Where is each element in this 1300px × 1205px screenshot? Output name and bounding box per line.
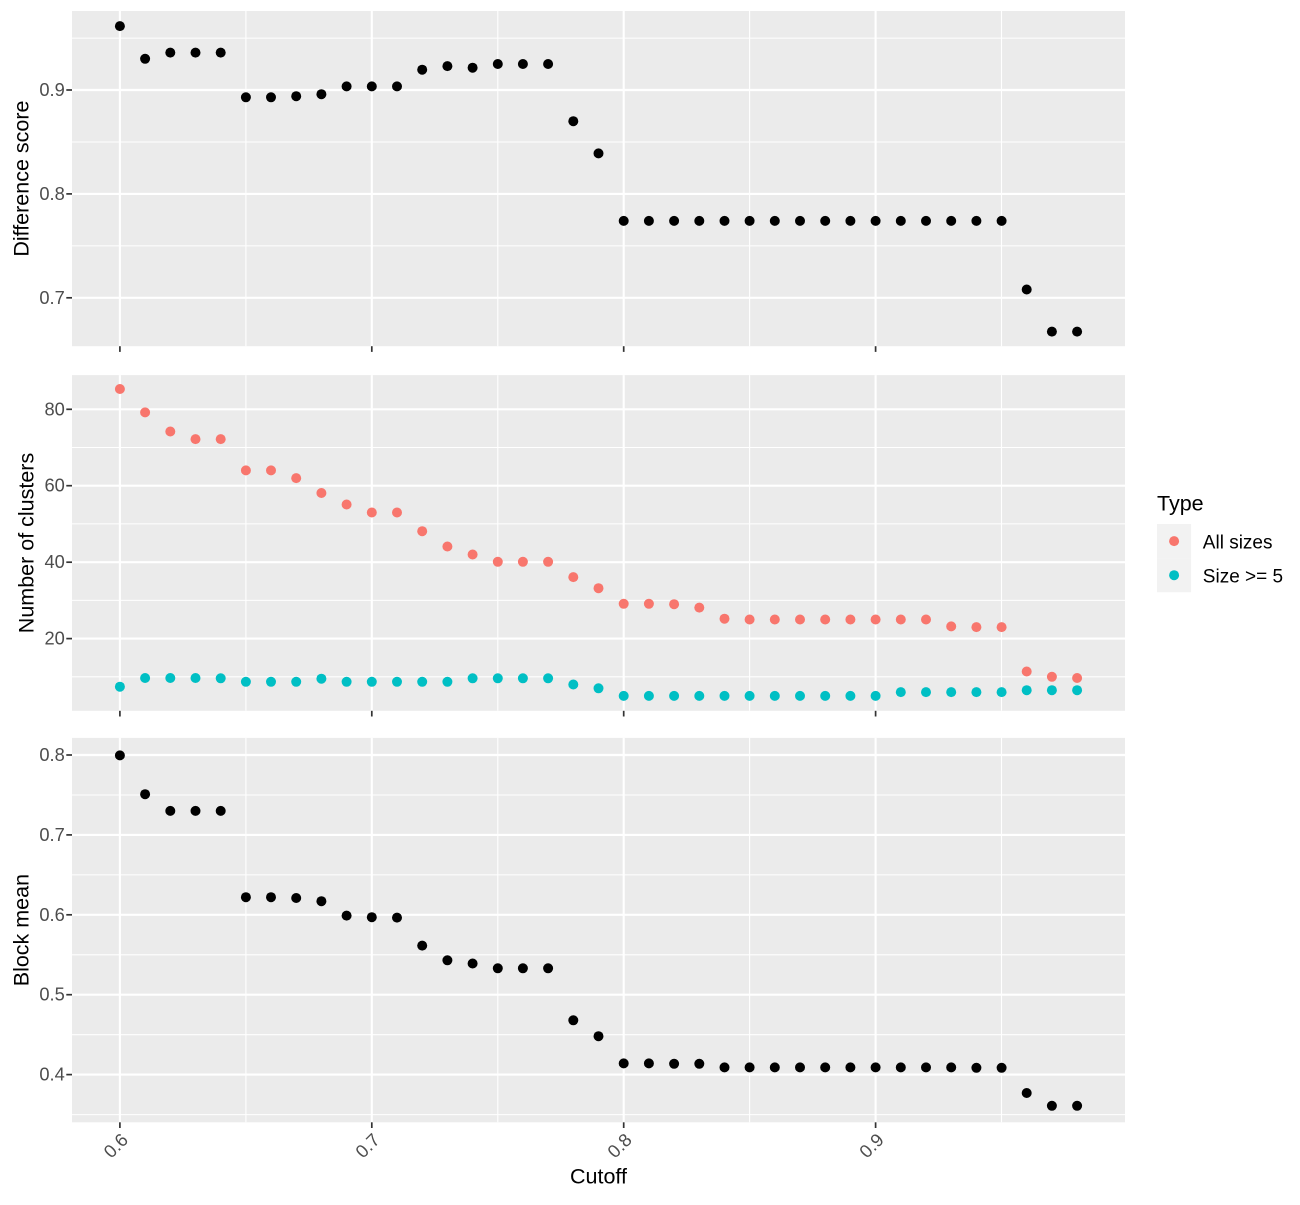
svg-text:0.8: 0.8 [39,744,64,765]
svg-text:Size >= 5: Size >= 5 [1203,567,1283,588]
svg-text:Type: Type [1157,492,1204,516]
svg-text:40: 40 [44,551,64,572]
svg-text:Difference score: Difference score [9,101,33,257]
svg-text:Cutoff: Cutoff [570,1165,627,1189]
svg-text:80: 80 [44,398,64,419]
svg-text:0.8: 0.8 [39,183,64,204]
svg-text:60: 60 [44,475,64,496]
svg-text:All sizes: All sizes [1203,533,1273,554]
svg-text:20: 20 [44,628,64,649]
svg-text:0.7: 0.7 [39,824,64,845]
svg-text:Number of clusters: Number of clusters [15,453,39,633]
svg-text:0.4: 0.4 [39,1064,64,1085]
svg-text:Block mean: Block mean [9,874,33,986]
svg-text:0.5: 0.5 [39,984,64,1005]
svg-text:0.6: 0.6 [39,904,64,925]
svg-text:0.9: 0.9 [39,79,64,100]
svg-text:0.7: 0.7 [39,287,64,308]
